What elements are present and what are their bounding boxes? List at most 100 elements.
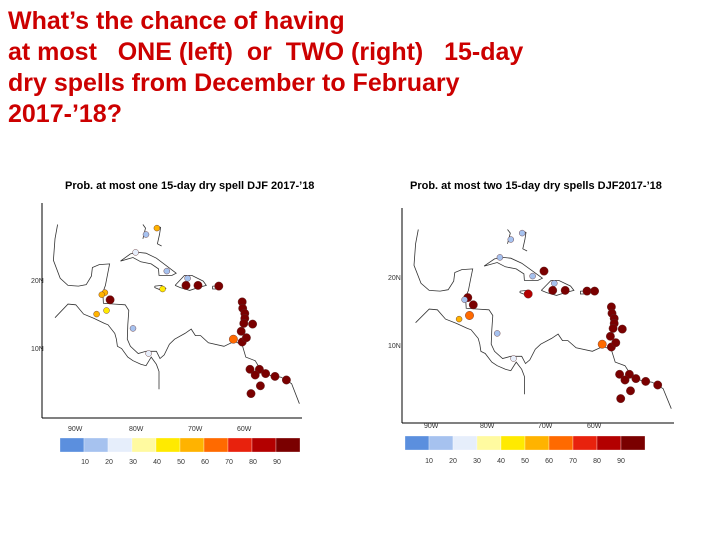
station-marker [620,375,630,385]
colorbar-swatch [107,437,133,453]
colorbar-swatch [59,437,85,453]
station-marker [653,380,663,390]
station-marker [548,286,558,295]
map-figure-right: Prob. at most two 15-day dry spells DJF2… [388,180,674,465]
station-marker [245,364,255,374]
colorbar-swatch [620,435,646,451]
station-marker [523,289,533,299]
colorbar-tick: 30 [473,458,481,465]
lat-label-20n: 20N [31,278,44,285]
map-figure-left: Prob. at most one 15-day dry spell DJF 2… [31,180,314,466]
coastline [120,251,177,276]
coastline [54,303,160,390]
station-marker [626,386,635,396]
colorbar-swatch [251,437,277,453]
colorbar-swatch [548,435,574,451]
station-marker [518,229,526,237]
station-marker [214,281,224,291]
map-title-right: Prob. at most two 15-day dry spells DJF2… [410,180,662,192]
colorbar-swatch [275,437,301,453]
lon-label-80w: 80W [129,426,144,433]
colorbar-swatch [131,437,157,453]
map-panel-at-most-two: Prob. at most two 15-day dry spells DJF2… [380,172,700,472]
colorbar-tick: 20 [449,458,457,465]
title-line-4: 2017-’18? [8,100,122,128]
stations-left [93,224,291,399]
colorbar-tick: 20 [105,459,113,466]
station-marker [142,231,150,238]
station-marker [255,381,265,391]
colorbar-swatch [572,435,598,451]
lon-label-80w: 80W [480,423,495,430]
title-line-1: What’s the chance of having [8,7,345,35]
station-marker [246,389,256,399]
colorbar-tick: 50 [177,459,185,466]
colorbar-tick: 40 [497,458,505,465]
colorbar-swatch [596,435,622,451]
lon-label-70w: 70W [538,423,553,430]
colorbar-tick: 10 [425,458,433,465]
colorbar-ticks-right: 10 20 30 40 50 60 70 80 90 [425,458,625,465]
lon-label-60w: 60W [237,426,252,433]
colorbar-tick: 30 [129,459,137,466]
station-marker [493,330,501,337]
station-marker [181,281,191,290]
station-marker [281,375,291,385]
station-marker [510,355,517,362]
colorbar-swatch [476,435,502,451]
colorbar-swatch [203,437,229,453]
lat-label-10n: 10N [388,343,401,350]
station-marker [551,280,558,287]
colorbar-tick: 50 [521,458,529,465]
colorbar-tick: 60 [201,459,209,466]
colorbar-tick: 70 [225,459,233,466]
station-marker [261,369,271,379]
colorbar-swatch [155,437,181,453]
colorbar-left [59,437,301,453]
station-marker [496,254,504,261]
colorbar-swatch [452,435,478,451]
colorbar-swatch [227,437,253,453]
colorbar-swatch [83,437,109,453]
station-marker [615,369,625,379]
colorbar-right [404,435,646,451]
station-marker [641,376,651,386]
lat-label-10n: 10N [31,346,44,353]
station-marker [608,323,618,333]
station-marker [236,326,246,336]
lon-label-60w: 60W [587,423,602,430]
station-marker [93,310,100,318]
coastline [415,308,525,395]
coastline [483,256,544,281]
station-marker [455,315,463,323]
colorbar-tick: 40 [153,459,161,466]
colorbar-swatch [428,435,454,451]
station-marker [611,338,621,348]
colorbar-swatch [404,435,430,451]
stations-right [455,229,663,404]
station-marker [465,311,474,320]
colorbar-tick: 90 [273,459,281,466]
station-marker [132,249,139,256]
lon-label-70w: 70W [188,426,203,433]
station-marker [468,300,478,310]
station-marker [248,319,258,329]
station-marker [241,333,251,343]
station-marker [250,370,260,380]
title-line-3: dry spells from December to February [8,69,460,97]
station-marker [507,236,515,243]
station-marker [270,371,280,381]
station-marker [98,291,106,298]
colorbar-tick: 90 [617,458,625,465]
station-marker [129,325,137,332]
station-marker [590,286,600,296]
station-marker [529,272,536,280]
station-marker [597,339,607,349]
station-marker [193,281,203,290]
colorbar-tick: 70 [569,458,577,465]
colorbar-tick: 80 [249,459,257,466]
map-panel-at-most-one: Prob. at most one 15-day dry spell DJF 2… [30,172,350,472]
colorbar-tick: 80 [593,458,601,465]
colorbar-tick: 10 [81,459,89,466]
station-marker [103,307,110,314]
